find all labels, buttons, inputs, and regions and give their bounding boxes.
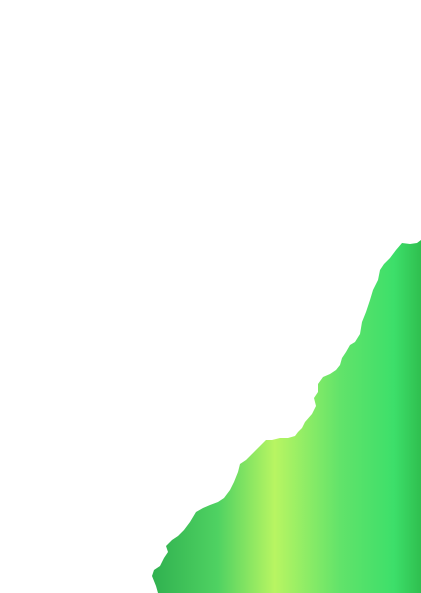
land-region	[152, 240, 421, 593]
